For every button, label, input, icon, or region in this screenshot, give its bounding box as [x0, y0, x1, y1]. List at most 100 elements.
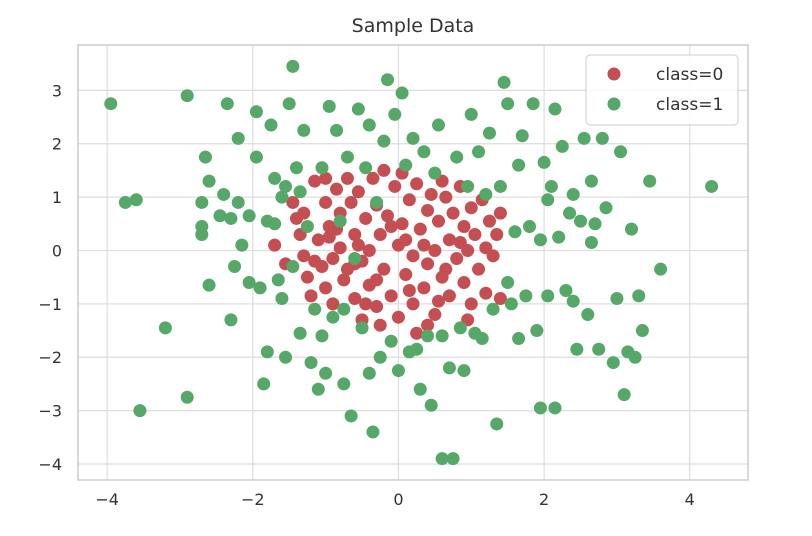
data-point-class-1	[541, 289, 555, 303]
data-point-class-0	[442, 233, 456, 247]
data-point-class-1	[231, 131, 245, 145]
data-point-class-1	[450, 150, 464, 164]
legend-label-class-1: class=1	[656, 95, 723, 115]
data-point-class-1	[220, 97, 234, 111]
data-point-class-1	[624, 222, 638, 236]
data-point-class-1	[643, 174, 657, 188]
data-point-class-1	[428, 166, 442, 180]
data-point-class-1	[533, 233, 547, 247]
data-point-class-1	[410, 342, 424, 356]
data-point-class-0	[468, 227, 482, 241]
data-point-class-1	[257, 377, 271, 391]
data-point-class-1	[286, 260, 300, 274]
data-point-class-1	[275, 292, 289, 306]
data-point-class-1	[333, 214, 347, 228]
data-point-class-1	[293, 185, 307, 199]
data-point-class-0	[340, 171, 354, 185]
data-point-class-1	[599, 201, 613, 215]
legend-label-class-0: class=0	[656, 65, 723, 85]
data-point-class-0	[351, 238, 365, 252]
data-point-class-0	[413, 222, 427, 236]
data-point-class-1	[249, 150, 263, 164]
data-point-class-0	[268, 238, 282, 252]
y-tick-label: −2	[38, 348, 62, 367]
legend-marker-class-0	[607, 67, 621, 81]
data-point-class-1	[570, 342, 584, 356]
y-tick-label: −1	[38, 295, 62, 314]
x-tick-label: −2	[241, 490, 265, 509]
data-point-class-1	[479, 187, 493, 201]
data-point-class-1	[501, 276, 515, 290]
data-point-class-1	[431, 118, 445, 132]
y-tick-label: 1	[52, 188, 62, 207]
data-point-class-0	[319, 171, 333, 185]
data-point-class-0	[370, 273, 384, 287]
data-point-class-0	[381, 209, 395, 223]
data-point-class-1	[523, 219, 537, 233]
data-point-class-0	[384, 289, 398, 303]
data-point-class-1	[497, 75, 511, 89]
data-point-class-1	[231, 195, 245, 209]
y-tick-label: −4	[38, 455, 62, 474]
data-point-class-0	[319, 195, 333, 209]
data-point-class-1	[512, 332, 526, 346]
data-point-class-1	[253, 281, 267, 295]
data-point-class-1	[544, 179, 558, 193]
data-point-class-1	[344, 409, 358, 423]
data-point-class-0	[493, 206, 507, 220]
data-point-class-1	[552, 230, 566, 244]
data-point-class-0	[308, 254, 322, 268]
data-point-class-1	[158, 321, 172, 335]
data-point-class-1	[482, 126, 496, 140]
data-point-class-0	[366, 171, 380, 185]
x-tick-label: 0	[393, 490, 403, 509]
data-point-class-1	[355, 321, 369, 335]
data-point-class-1	[279, 350, 293, 364]
plot-frame	[77, 44, 749, 481]
data-point-class-1	[319, 366, 333, 380]
data-point-class-0	[421, 318, 435, 332]
data-point-class-0	[482, 214, 496, 228]
data-point-class-1	[421, 329, 435, 343]
data-point-class-0	[417, 238, 431, 252]
data-point-class-0	[457, 219, 471, 233]
data-point-class-0	[490, 227, 504, 241]
data-point-class-1	[617, 388, 631, 402]
data-point-class-1	[388, 107, 402, 121]
data-point-class-1	[635, 324, 649, 338]
data-point-class-1	[457, 364, 471, 378]
y-axis-ticks: −4 −3 −2 −1 0 1 2 3	[38, 81, 62, 474]
data-point-class-1	[286, 59, 300, 73]
data-point-class-1	[705, 179, 719, 193]
data-point-class-0	[431, 214, 445, 228]
data-point-class-0	[424, 187, 438, 201]
data-point-class-0	[428, 308, 442, 322]
data-point-class-0	[362, 243, 376, 257]
data-point-class-1	[501, 97, 515, 111]
data-point-class-0	[311, 233, 325, 247]
data-point-class-1	[606, 356, 620, 370]
data-point-class-1	[228, 260, 242, 274]
data-point-class-1	[213, 209, 227, 223]
data-point-class-0	[300, 270, 314, 284]
data-point-class-1	[395, 86, 409, 100]
data-point-class-1	[610, 292, 624, 306]
data-point-class-0	[464, 297, 478, 311]
y-tick-label: 2	[52, 135, 62, 154]
data-point-class-0	[406, 249, 420, 263]
data-point-class-1	[315, 161, 329, 175]
data-point-class-1	[129, 193, 143, 207]
data-point-class-1	[519, 289, 533, 303]
data-point-class-1	[493, 179, 507, 193]
data-point-class-0	[359, 297, 373, 311]
data-point-class-1	[202, 278, 216, 292]
data-point-class-1	[198, 150, 212, 164]
data-point-class-1	[377, 134, 391, 148]
data-point-class-0	[388, 179, 402, 193]
data-point-class-1	[362, 118, 376, 132]
data-point-class-0	[479, 286, 493, 300]
data-point-class-1	[566, 187, 580, 201]
data-point-class-1	[268, 171, 282, 185]
data-point-class-1	[417, 145, 431, 159]
data-point-class-1	[373, 350, 387, 364]
